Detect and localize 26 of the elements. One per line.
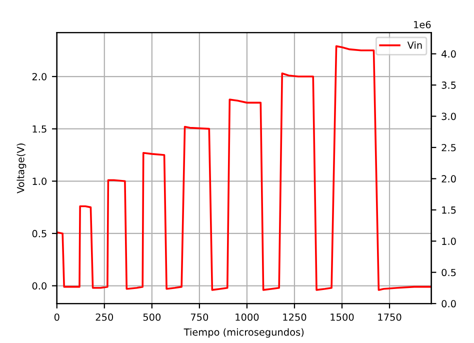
y-axis-title: Voltage(V) xyxy=(16,144,26,194)
x-axis-title: Tiempo (microsegundos) xyxy=(184,328,304,338)
y2-tick-label: 1.5 xyxy=(442,206,456,214)
x-tick-label: 750 xyxy=(190,313,208,321)
x-tick-label: 500 xyxy=(143,313,161,321)
y2-tick-label: 3.5 xyxy=(442,82,456,89)
x-tick-label: 250 xyxy=(96,313,114,321)
x-tick-label: 1500 xyxy=(330,313,354,321)
y-tick-label: 1.5 xyxy=(32,125,46,133)
y2-tick-label: 0.5 xyxy=(442,268,456,276)
y2-tick-label: 4.0 xyxy=(442,50,456,58)
y2-tick-label: 3.0 xyxy=(442,112,456,120)
y2-tick-label: 0.0 xyxy=(442,300,456,308)
x-tick-label: 1750 xyxy=(378,313,402,321)
y-tick-label: 2.0 xyxy=(32,73,47,80)
y-tick-label: 0.5 xyxy=(32,230,46,238)
legend-label: Vin xyxy=(407,41,422,49)
y2-tick-label: 2.5 xyxy=(442,144,456,152)
y2-tick-label: 2.0 xyxy=(442,175,456,183)
x-tick-label: 0 xyxy=(54,313,60,321)
x-tick-label: 1000 xyxy=(236,313,259,321)
y2-tick-label: 1.0 xyxy=(442,238,456,245)
x-tick-label: 1250 xyxy=(283,313,306,321)
y-tick-label: 0.0 xyxy=(32,282,47,290)
y-tick-label: 1.0 xyxy=(32,178,47,185)
text: 1e6 xyxy=(414,20,431,28)
